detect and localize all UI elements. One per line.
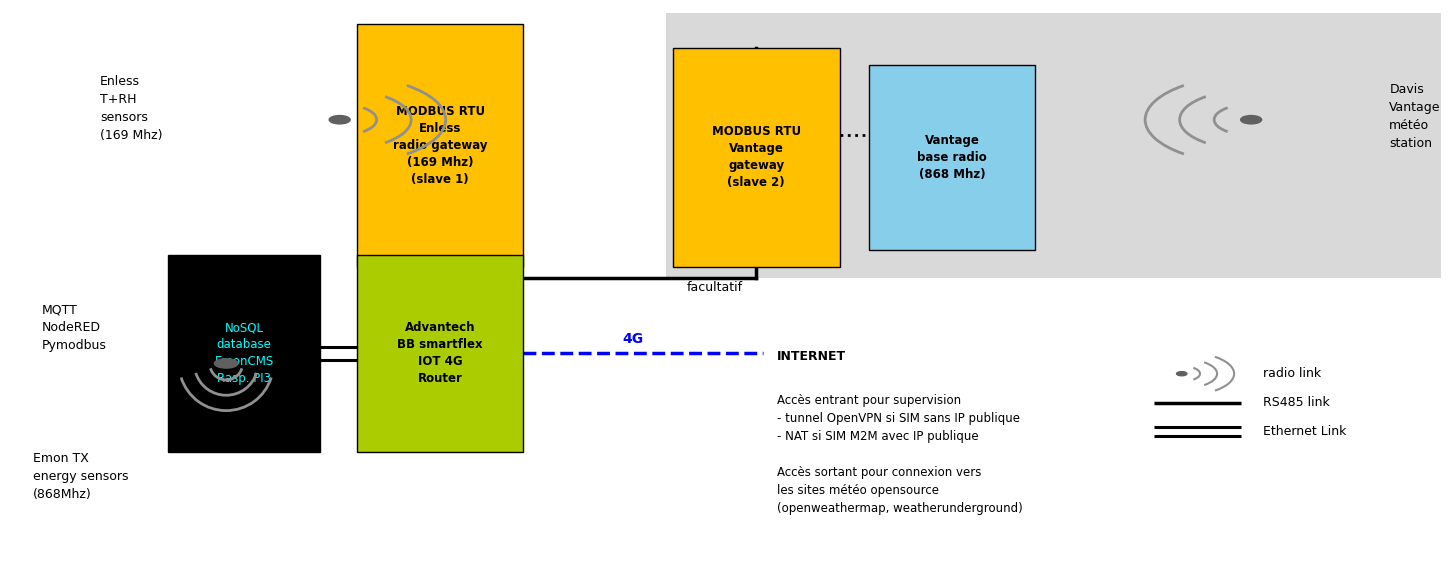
- FancyBboxPatch shape: [357, 24, 524, 267]
- Circle shape: [329, 115, 349, 124]
- Text: RS485 link: RS485 link: [1264, 396, 1329, 409]
- Text: facultatif: facultatif: [687, 281, 743, 294]
- Circle shape: [1176, 372, 1187, 376]
- FancyBboxPatch shape: [665, 13, 1441, 278]
- Text: MQTT
NodeRED
Pymodbus: MQTT NodeRED Pymodbus: [42, 303, 106, 352]
- Text: MODBUS RTU
Enless
radio gateway
(169 Mhz)
(slave 1): MODBUS RTU Enless radio gateway (169 Mhz…: [393, 105, 488, 186]
- Text: Accès entrant pour supervision
- tunnel OpenVPN si SIM sans IP publique
- NAT si: Accès entrant pour supervision - tunnel …: [778, 394, 1024, 515]
- FancyBboxPatch shape: [869, 65, 1035, 249]
- Text: Advantech
BB smartflex
IOT 4G
Router: Advantech BB smartflex IOT 4G Router: [397, 321, 483, 386]
- Text: radio link: radio link: [1264, 367, 1321, 380]
- Text: NoSQL
database
EmonCMS
Rasp. PI3: NoSQL database EmonCMS Rasp. PI3: [214, 321, 274, 386]
- Text: MODBUS RTU
Vantage
gateway
(slave 2): MODBUS RTU Vantage gateway (slave 2): [712, 125, 801, 189]
- Text: INTERNET: INTERNET: [778, 350, 846, 363]
- Text: Ethernet Link: Ethernet Link: [1264, 425, 1347, 438]
- Text: Davis
Vantage
météo
station: Davis Vantage météo station: [1389, 84, 1441, 150]
- Text: Vantage
base radio
(868 Mhz): Vantage base radio (868 Mhz): [917, 134, 987, 181]
- Circle shape: [214, 359, 237, 368]
- FancyBboxPatch shape: [673, 48, 840, 267]
- Text: Enless
T+RH
sensors
(169 Mhz): Enless T+RH sensors (169 Mhz): [100, 75, 163, 142]
- FancyBboxPatch shape: [167, 255, 320, 452]
- Text: Emon TX
energy sensors
(868Mhz): Emon TX energy sensors (868Mhz): [33, 452, 128, 501]
- FancyBboxPatch shape: [357, 255, 524, 452]
- Text: 4G: 4G: [622, 332, 644, 346]
- Circle shape: [1241, 115, 1261, 124]
